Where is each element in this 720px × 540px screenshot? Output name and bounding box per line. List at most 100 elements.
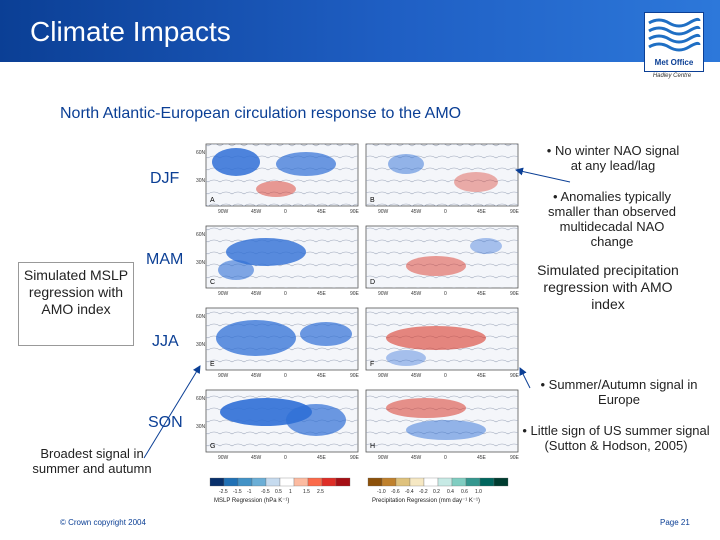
colorbar-tick: 0.2 <box>433 489 440 495</box>
lon-label: 90E <box>510 373 520 379</box>
lat-label: 30N <box>196 342 206 348</box>
colorbar-tick: 2.5 <box>317 489 324 495</box>
lon-label: 90W <box>218 455 229 461</box>
lat-label: 30N <box>196 260 206 266</box>
map-panel-e: E 60N 30N 90W 45W 0 45E 90E <box>196 307 360 379</box>
lon-label: 45E <box>477 291 487 297</box>
slide-title: Climate Impacts <box>30 16 231 47</box>
lon-label: 0 <box>444 455 447 461</box>
lon-label: 45E <box>477 209 487 215</box>
lat-label: 30N <box>196 178 206 184</box>
colorbar-label: MSLP Regression (hPa K⁻¹) <box>214 498 289 504</box>
colorbar-tick: -0.2 <box>419 489 428 495</box>
precip-regression-box: Simulated precipitation regression with … <box>537 262 679 312</box>
colorbar-tick: 1.0 <box>475 489 482 495</box>
lon-label: 45W <box>251 373 262 379</box>
colorbar-tick: 0.5 <box>275 489 282 495</box>
lon-label: 90E <box>510 291 520 297</box>
lon-label: 0 <box>284 291 287 297</box>
slide-subtitle: North Atlantic-European circulation resp… <box>60 105 462 122</box>
lon-label: 45E <box>317 209 327 215</box>
panel-letter: D <box>370 279 375 286</box>
precip-colorbar: -1.0 -0.6 -0.4 -0.2 0.2 0.4 0.6 1.0 Precipitatio… <box>367 477 509 504</box>
colorbar-tick: -1.5 <box>233 489 242 495</box>
panel-letter: F <box>370 361 374 368</box>
map-panel-c: C 60N 30N 90W 45W 0 45E 90E <box>196 225 360 297</box>
lat-label: 60N <box>196 396 206 402</box>
panel-letter: E <box>210 361 215 368</box>
lon-label: 90W <box>218 373 229 379</box>
logo-subtext: Hadley Centre <box>652 73 692 79</box>
panel-letter: B <box>370 197 375 204</box>
lon-label: 0 <box>284 209 287 215</box>
lon-label: 45W <box>411 291 422 297</box>
note-summer-autumn: • Summer/Autumn signal in Europe <box>540 377 698 407</box>
lat-label: 60N <box>196 232 206 238</box>
colorbar-tick: 1.5 <box>303 489 310 495</box>
colorbar-tick: -0.4 <box>405 489 414 495</box>
lon-label: 90W <box>378 455 389 461</box>
lon-label: 90W <box>218 209 229 215</box>
colorbar-label: Precipitation Regression (mm day⁻¹ K⁻¹) <box>372 498 480 504</box>
lat-label: 60N <box>196 150 206 156</box>
season-son: SON <box>148 414 183 431</box>
lon-label: 0 <box>444 373 447 379</box>
lon-label: 0 <box>444 209 447 215</box>
broadest-signal-note: Broadest signal in summer and autumn <box>32 446 152 476</box>
lon-label: 45E <box>477 455 487 461</box>
title-bar: Climate Impacts <box>0 0 720 62</box>
lat-label: 30N <box>196 424 206 430</box>
lon-label: 90W <box>378 373 389 379</box>
lon-label: 0 <box>444 291 447 297</box>
lon-label: 90E <box>350 455 360 461</box>
lon-label: 90W <box>378 209 389 215</box>
panel-letter: A <box>210 197 215 204</box>
colorbar-tick: -1.0 <box>377 489 386 495</box>
logo-text: Met Office <box>654 58 694 67</box>
lon-label: 45W <box>411 209 422 215</box>
page-number: Page 21 <box>660 518 690 527</box>
lon-label: 45E <box>317 373 327 379</box>
lon-label: 45W <box>411 455 422 461</box>
lon-label: 45E <box>317 455 327 461</box>
map-panel-g: G 60N 30N 90W 45W 0 45E 90E <box>196 389 360 461</box>
lon-label: 45E <box>477 373 487 379</box>
lon-label: 0 <box>284 455 287 461</box>
lon-label: 90E <box>510 209 520 215</box>
colorbar-tick: -0.6 <box>391 489 400 495</box>
lon-label: 45W <box>251 291 262 297</box>
lon-label: 90E <box>350 373 360 379</box>
season-jja: JJA <box>152 333 179 350</box>
lon-label: 90E <box>350 209 360 215</box>
colorbar-tick: -1 <box>247 489 252 495</box>
panel-letter: H <box>370 443 375 450</box>
copyright: © Crown copyright 2004 <box>60 518 146 527</box>
lon-label: 90W <box>378 291 389 297</box>
mslp-colorbar: -2.5 -1.5 -1 -0.5 0.5 1 1.5 2.5 MSLP Regression … <box>209 477 351 504</box>
lon-label: 0 <box>284 373 287 379</box>
colorbar-tick: 0.6 <box>461 489 468 495</box>
lon-label: 45W <box>251 455 262 461</box>
season-mam: MAM <box>146 251 184 268</box>
colorbar-tick: -0.5 <box>261 489 270 495</box>
lon-label: 90E <box>510 455 520 461</box>
map-panel-a: A 60N 30N 90W 45W 0 45E 90E <box>196 143 360 215</box>
season-djf: DJF <box>150 170 180 187</box>
colorbar-tick: -2.5 <box>219 489 228 495</box>
panel-letter: G <box>210 443 215 450</box>
mslp-regression-box: Simulated MSLP regression with AMO index <box>18 262 134 346</box>
lon-label: 45W <box>251 209 262 215</box>
met-office-logo: Met Office <box>644 12 704 72</box>
note-us-summer: • Little sign of US summer signal (Sutto… <box>522 423 710 453</box>
arrow-to-jja-left <box>143 365 201 459</box>
lon-label: 90W <box>218 291 229 297</box>
lon-label: 90E <box>350 291 360 297</box>
panel-letter: C <box>210 279 215 286</box>
lon-label: 45W <box>411 373 422 379</box>
colorbar-tick: 0.4 <box>447 489 454 495</box>
lon-label: 45E <box>317 291 327 297</box>
